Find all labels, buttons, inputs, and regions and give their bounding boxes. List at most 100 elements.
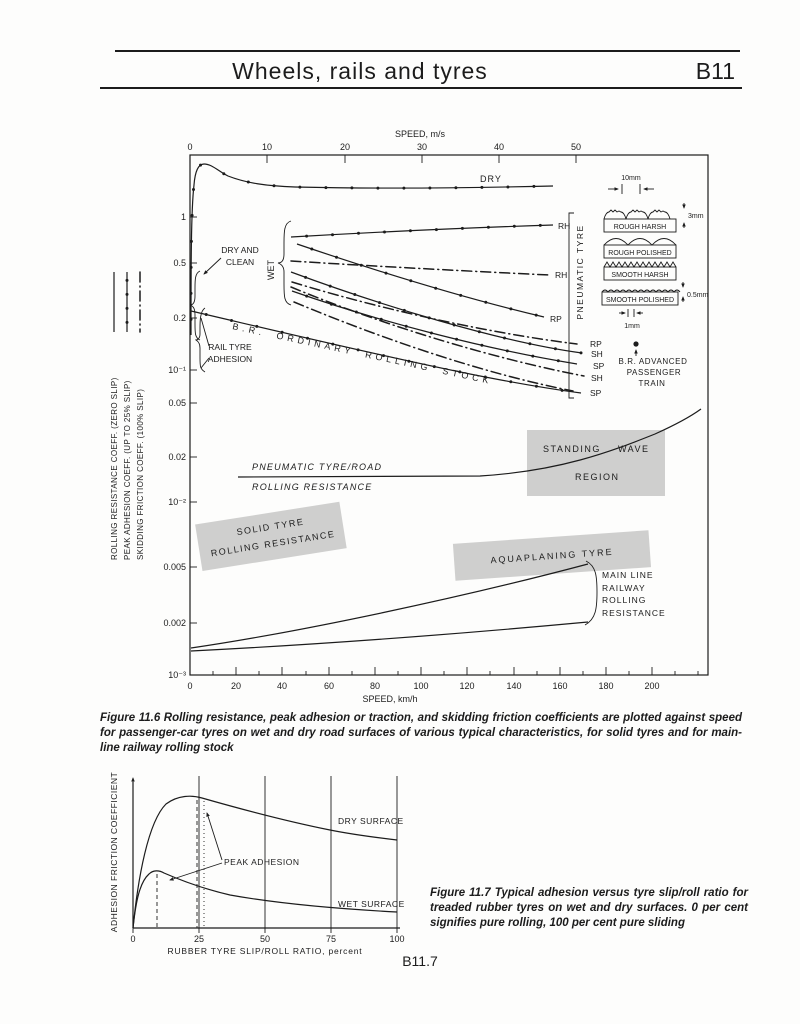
y-tick-label: 0.2	[173, 313, 186, 323]
top-axis-title: SPEED, m/s	[395, 129, 446, 139]
smooth-harsh-box	[603, 266, 677, 281]
section-code: B11	[695, 58, 735, 84]
top-tick-label: 30	[417, 142, 427, 152]
figure-11-6-chart: SPEED, m/s 0 10 20 30 40 50 1 0	[110, 129, 709, 704]
bottom-tick-label: 100	[413, 681, 428, 691]
line-style-legend: ROLLING RESISTANCE COEFF. (ZERO SLIP) PE…	[110, 271, 145, 560]
top-tick-label: 50	[571, 142, 581, 152]
y-tick-label: 0.002	[163, 618, 186, 628]
header-bottom-rule	[100, 87, 742, 89]
curve-dots	[304, 275, 583, 355]
wet-surface-label: WET SURFACE	[338, 899, 405, 909]
br-apt-point: B.R. ADVANCED PASSENGER TRAIN	[619, 341, 688, 388]
standing-wave-label-1: STANDING	[543, 444, 601, 454]
bottom-tick-label: 40	[277, 681, 287, 691]
page-number: B11.7	[402, 953, 438, 969]
x-tick-label: 0	[130, 934, 135, 944]
end-label-sh-2: SH	[591, 373, 603, 383]
smooth-polished-profile	[601, 289, 681, 293]
svg-text:MAIN LINE: MAIN LINE	[602, 570, 654, 580]
svg-text:RAILWAY: RAILWAY	[602, 583, 646, 593]
top-tick-label: 10	[262, 142, 272, 152]
pneumatic-tyre-bracket	[568, 212, 574, 399]
curve-dry-surface	[132, 795, 398, 929]
end-label-sp-1: SP	[593, 361, 605, 371]
dry-curve-label: DRY	[480, 174, 502, 184]
figure-11-7-chart: 0 25 50 75 100 ADHESION FRICTION COEFFIC…	[109, 772, 405, 956]
rough-harsh-box	[603, 218, 677, 233]
gridlines	[198, 776, 398, 928]
br-apt-dot	[633, 341, 639, 347]
legend-line-rolling: ROLLING RESISTANCE COEFF. (ZERO SLIP)	[110, 377, 119, 560]
rough-harsh-profile	[603, 209, 671, 220]
y-tick-label: 0.5	[173, 258, 186, 268]
dry-and-clean-label-1: DRY AND	[221, 245, 258, 255]
br-apt-label-1: B.R. ADVANCED	[619, 357, 688, 366]
y-tick-label: 0.02	[168, 452, 186, 462]
svg-text:ROLLING: ROLLING	[602, 595, 646, 605]
end-label-sh-1: SH	[591, 349, 603, 359]
x-tick-label: 50	[260, 934, 270, 944]
dim-10mm-label: 10mm	[621, 175, 641, 182]
curve-wet-rp-peak	[296, 243, 545, 318]
y-tick-label: 1	[181, 212, 186, 222]
pneumatic-road-label-1: PNEUMATIC TYRE/ROAD	[252, 462, 382, 472]
peak-adhesion-arrow-wet	[169, 862, 223, 881]
rail-tyre-leader-1	[200, 317, 210, 347]
y-tick-label: 0.005	[163, 562, 186, 572]
dim-1mm-label: 1mm	[624, 323, 640, 330]
curve-br-ordinary-rolling-stock	[190, 310, 582, 394]
smooth-harsh-profile	[603, 261, 677, 268]
y-tick-label: 10⁻¹	[168, 365, 186, 375]
curve-wet-sp-peak	[291, 290, 578, 365]
end-label-rp-1: RP	[550, 314, 562, 324]
curve-wet-rh-peak	[290, 224, 554, 238]
top-tick-label: 20	[340, 142, 350, 152]
aquaplaning-region-box: AQUAPLANING TYRE	[452, 530, 652, 581]
surface-texture-key: 10mm ROUGH HARSH 3mm ROUGH POLISHED SMOO…	[601, 175, 709, 330]
curve-end-labels: RH RH RP RP SH SP SH SP	[550, 221, 605, 398]
top-tick-label: 0	[187, 142, 192, 152]
bottom-axis: 0 20 40 60 80 100 120 140 160 180 200 SP…	[187, 667, 699, 704]
texture-label-smooth-harsh: SMOOTH HARSH	[611, 272, 668, 279]
curve-dots	[125, 278, 129, 324]
y-tick-label: 0.05	[168, 398, 186, 408]
br-ordinary-label: B.R. ORDINARY ROLLING STOCK	[232, 321, 494, 386]
end-label-sp-2: SP	[590, 388, 602, 398]
dry-and-clean-arrow	[203, 257, 222, 275]
curve-dots	[189, 163, 536, 321]
texture-label-rough-harsh: ROUGH HARSH	[614, 224, 667, 231]
figure-11-6-caption: Figure 11.6 Rolling resistance, peak adh…	[100, 712, 742, 755]
curve-wet-sh-peak	[290, 271, 583, 354]
rough-polished-profile	[603, 238, 677, 246]
curve-dots	[310, 247, 538, 317]
figure-11-7-caption: Figure 11.7 Typical adhesion versus tyre…	[430, 887, 748, 930]
rail-tyre-label-1: RAIL TYRE	[208, 342, 252, 352]
legend-line-skidding: SKIDDING FRICTION COEFF. (100% SLIP)	[136, 389, 145, 560]
pneumatic-road-label-2: ROLLING RESISTANCE	[252, 482, 372, 492]
peak-adhesion-label: PEAK ADHESION	[224, 857, 299, 867]
curve-pneumatic-rolling-resistance	[237, 408, 702, 478]
pneumatic-tyre-label: PNEUMATIC TYRE	[575, 224, 585, 319]
curve-wet-rp-skid	[291, 281, 578, 345]
bottom-tick-label: 180	[598, 681, 613, 691]
curves	[189, 163, 702, 652]
mainline-label: MAIN LINE RAILWAY ROLLING RESISTANCE	[602, 570, 665, 618]
br-apt-label-2: PASSENGER	[627, 368, 682, 377]
rail-tyre-brace	[194, 307, 206, 373]
top-axis: SPEED, m/s 0 10 20 30 40 50	[187, 129, 581, 163]
wet-label: WET	[266, 260, 276, 280]
curve-wet-rh-skid	[290, 260, 550, 276]
y-axis: 1 0.5 0.2 10⁻¹ 0.05 0.02 10⁻² 0.005 0.00…	[163, 212, 197, 680]
wet-brace	[277, 220, 292, 306]
x-tick-label: 75	[326, 934, 336, 944]
rough-polished-box	[603, 244, 677, 259]
page-title: Wheels, rails and tyres	[232, 58, 488, 84]
standing-wave-label-3: REGION	[575, 472, 620, 482]
br-apt-label-3: TRAIN	[639, 379, 666, 388]
standing-wave-label-2: WAVE	[618, 444, 650, 454]
x-axis-title: RUBBER TYRE SLIP/ROLL RATIO, percent	[168, 946, 363, 956]
x-tick-label: 25	[194, 934, 204, 944]
x-ticks: 0 25 50 75 100	[130, 928, 405, 944]
